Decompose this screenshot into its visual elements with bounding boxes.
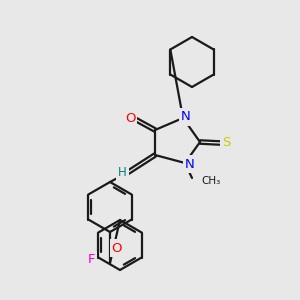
Text: O: O [112,242,122,254]
Text: O: O [125,112,135,124]
Text: N: N [185,158,195,170]
Text: F: F [88,253,95,266]
Text: N: N [181,110,191,124]
Text: S: S [222,136,230,148]
Text: H: H [118,167,126,179]
Text: CH₃: CH₃ [201,176,220,186]
